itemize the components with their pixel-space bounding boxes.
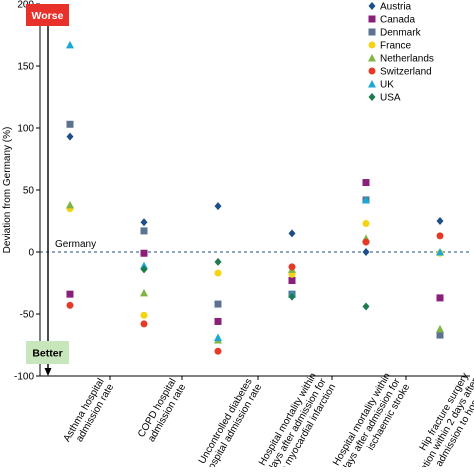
y-tick-label: 0 <box>28 248 34 259</box>
data-point-circle <box>140 320 148 328</box>
data-point-diamond <box>66 132 74 141</box>
data-point-circle <box>288 263 296 271</box>
legend: Austria Canada Denmark France Netherlands Swi… <box>368 2 434 104</box>
legend-label: Denmark <box>380 28 422 39</box>
data-point-square <box>66 290 74 298</box>
better-label: Better <box>32 348 62 360</box>
data-point-diamond <box>140 265 148 274</box>
data-point-circle <box>368 67 376 75</box>
data-point-triangle <box>436 248 444 256</box>
legend-label: France <box>380 41 412 52</box>
better-box <box>26 341 69 364</box>
data-point-square <box>436 331 444 339</box>
data-point-diamond <box>140 218 148 227</box>
data-point-circle <box>362 219 370 227</box>
data-point-square <box>214 317 222 325</box>
data-point-diamond <box>214 202 222 211</box>
y-tick-label: -50 <box>20 310 35 321</box>
legend-label: USA <box>380 93 401 104</box>
data-point-circle <box>362 238 370 246</box>
data-point-diamond <box>362 302 370 311</box>
legend-label: Netherlands <box>380 54 434 65</box>
y-axis-title: Deviation from Germany (%) <box>2 127 13 254</box>
data-point-triangle <box>140 288 148 297</box>
data-point-circle <box>436 232 444 240</box>
data-point-diamond <box>362 248 370 256</box>
data-point-diamond <box>214 257 222 266</box>
data-point-square <box>436 294 444 302</box>
reference-layer: Germany <box>40 239 470 253</box>
data-points <box>66 40 444 355</box>
annotations: Worse Better <box>26 4 69 376</box>
data-point-circle <box>66 301 74 309</box>
data-point-triangle <box>368 80 376 88</box>
data-point-square <box>362 179 370 187</box>
y-tick-label: 150 <box>17 62 34 73</box>
data-point-triangle <box>66 40 74 49</box>
data-point-diamond <box>368 2 376 10</box>
data-point-triangle <box>368 54 376 62</box>
y-tick-label: 200 <box>17 0 34 11</box>
data-point-triangle <box>214 333 222 342</box>
data-point-triangle <box>66 200 74 209</box>
legend-label: Switzerland <box>380 67 432 78</box>
data-point-diamond <box>288 229 296 238</box>
arrow-down-head <box>44 368 52 376</box>
data-point-diamond <box>368 93 376 101</box>
data-point-square <box>288 277 296 285</box>
data-point-square <box>368 28 376 36</box>
data-point-circle <box>140 311 148 319</box>
legend-label: Austria <box>380 2 412 13</box>
worse-label: Worse <box>32 10 64 22</box>
y-tick-label: -100 <box>14 372 34 383</box>
data-point-triangle <box>362 195 370 204</box>
data-point-circle <box>214 269 222 277</box>
worse-box <box>26 4 69 26</box>
data-point-diamond <box>436 217 444 225</box>
data-point-square <box>368 15 376 23</box>
data-point-square <box>140 227 148 235</box>
data-point-square <box>214 300 222 308</box>
y-tick-label: 50 <box>23 186 35 197</box>
data-point-triangle <box>436 324 444 333</box>
legend-label: UK <box>380 80 394 91</box>
legend-label: Canada <box>380 15 415 26</box>
y-tick-label: 100 <box>17 124 34 135</box>
data-point-circle <box>368 41 376 49</box>
data-point-diamond <box>288 292 296 301</box>
germany-reference-label: Germany <box>55 239 96 250</box>
data-point-circle <box>214 347 222 355</box>
data-point-square <box>140 249 148 257</box>
data-point-square <box>66 120 74 128</box>
y-axis: -100 -50 0 50 100 150 200 Deviation from German… <box>2 0 470 383</box>
